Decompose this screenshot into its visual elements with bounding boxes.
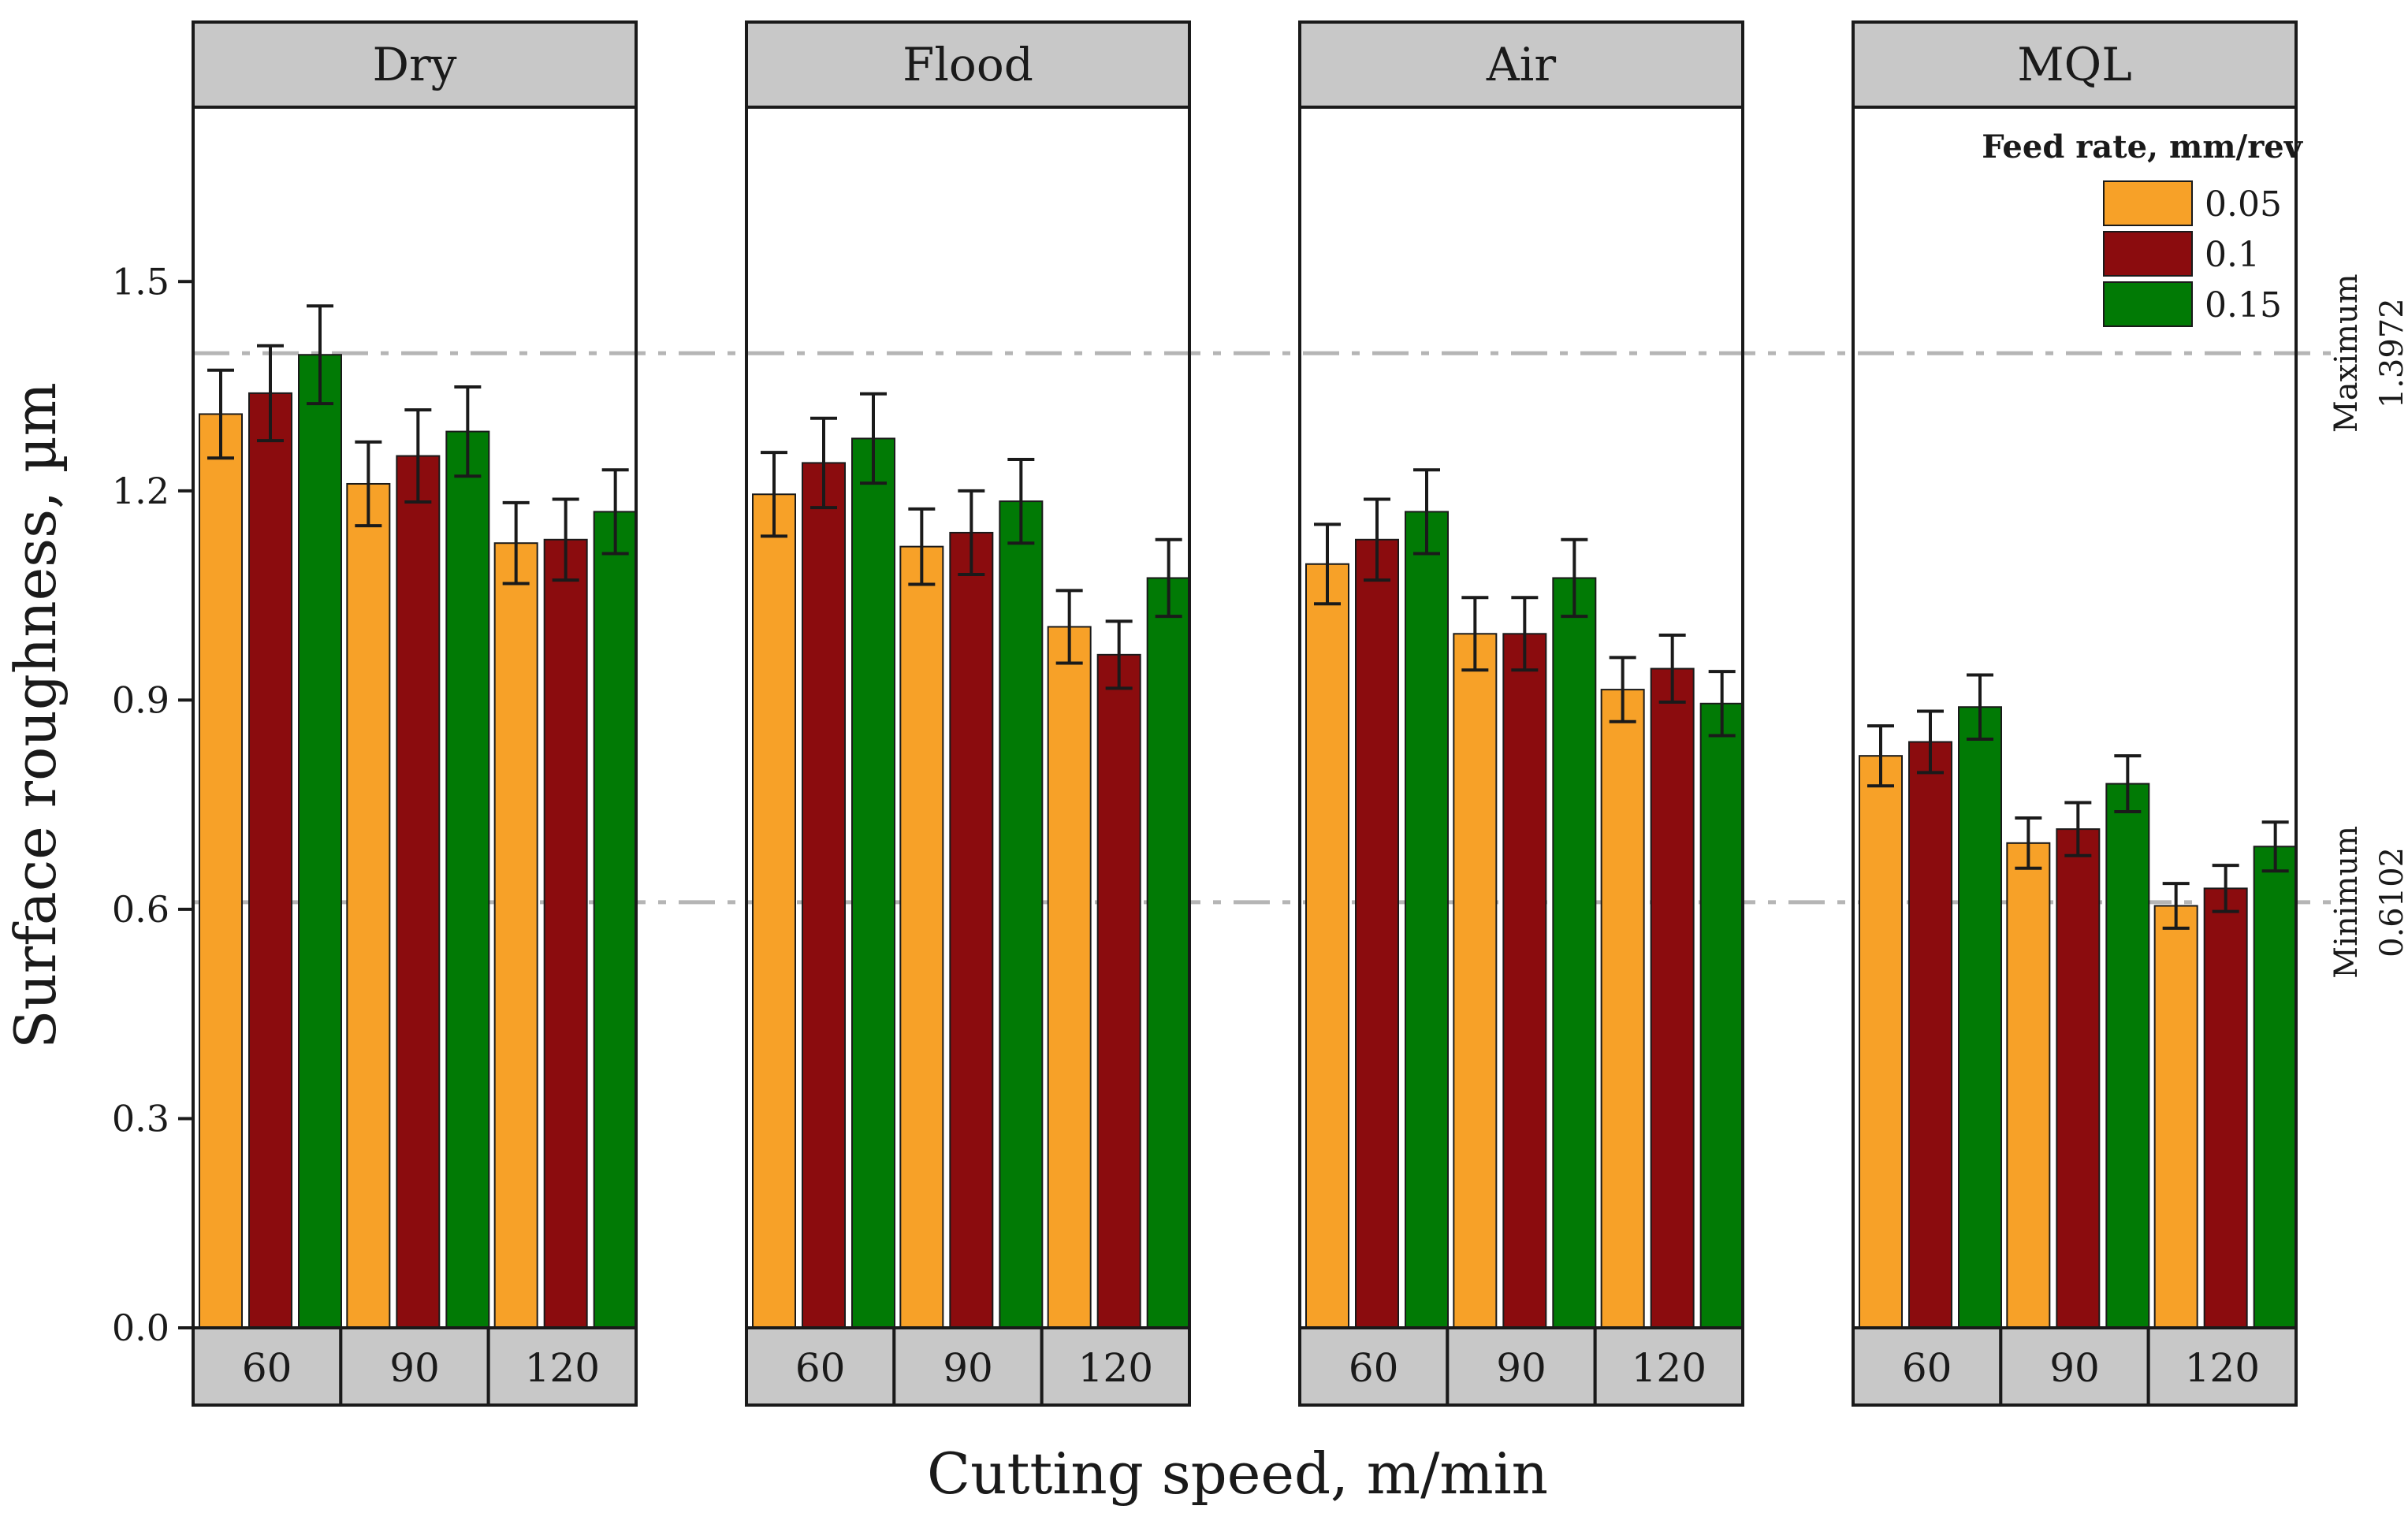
- category-label: 60: [795, 1345, 846, 1391]
- bar: [2105, 783, 2150, 1329]
- bar: [1699, 702, 1744, 1329]
- y-axis-title: Surface roughness, µm: [2, 382, 69, 1049]
- bar: [248, 392, 292, 1329]
- y-tick-label: 1.5: [112, 260, 169, 303]
- y-axis: 0.0 0.3 0.6 0.9 1.2 1.5: [112, 260, 193, 1349]
- bar: [445, 430, 490, 1329]
- bar: [2056, 828, 2101, 1329]
- legend-swatch: [2103, 281, 2193, 327]
- reference-line-value: 0.6102: [2374, 847, 2408, 957]
- y-tick-label: 0.0: [112, 1307, 169, 1349]
- reference-line-name: Maximum: [2328, 273, 2365, 433]
- reference-line-label: Minimum 0.6102: [2328, 826, 2408, 979]
- legend-swatch: [2103, 231, 2193, 277]
- facet-strip-label: Air: [1486, 38, 1556, 91]
- category-cell: [1593, 1326, 1744, 1407]
- bar: [1305, 563, 1349, 1329]
- facet-strip: [1852, 20, 2298, 109]
- bar: [1859, 755, 1903, 1329]
- category-label: 90: [389, 1345, 440, 1391]
- bar: [1096, 653, 1141, 1329]
- legend-title: Feed rate, mm/rev: [1982, 128, 2304, 165]
- bar: [298, 354, 342, 1329]
- facet-strip: [745, 20, 1191, 109]
- bar: [1453, 633, 1498, 1329]
- category-cell: [1040, 1326, 1191, 1407]
- facet-panels-layer: Dry 60 90 120 Flood 60 90 120 Air 60 90 120 MQL 60 90 1…: [192, 20, 2298, 1407]
- reference-line-name: Minimum: [2328, 826, 2365, 979]
- legend-label: 0.05: [2205, 184, 2282, 225]
- bar: [1146, 577, 1191, 1329]
- reference-line-label: Maximum 1.3972: [2328, 273, 2408, 433]
- category-label: 120: [1632, 1345, 1706, 1391]
- category-label: 60: [1902, 1345, 1952, 1391]
- bar: [1047, 626, 1092, 1329]
- bar: [199, 413, 243, 1329]
- bar: [2006, 842, 2051, 1329]
- panel-border: [745, 106, 1191, 1329]
- panel-border: [1852, 106, 2298, 1329]
- category-cell: [1446, 1326, 1597, 1407]
- facet-strip: [192, 20, 638, 109]
- bar: [1502, 633, 1547, 1329]
- bar: [1650, 667, 1695, 1329]
- y-tick-label: 1.2: [112, 470, 169, 512]
- facet-strip-label: MQL: [2017, 38, 2131, 91]
- bar: [1355, 538, 1399, 1329]
- bar: [949, 531, 994, 1329]
- bar: [1908, 741, 1952, 1329]
- bar: [2153, 905, 2198, 1329]
- bar: [1958, 706, 2002, 1329]
- bar: [2253, 846, 2298, 1329]
- category-label: 60: [1349, 1345, 1399, 1391]
- bar: [752, 493, 796, 1329]
- facet-panel: Dry 60 90 120: [192, 20, 638, 1407]
- bar: [593, 511, 638, 1329]
- bar: [802, 462, 846, 1329]
- bar: [899, 545, 944, 1329]
- legend-label: 0.15: [2205, 285, 2282, 325]
- bar: [1552, 577, 1597, 1329]
- category-cell: [486, 1326, 638, 1407]
- category-label: 120: [1078, 1345, 1153, 1391]
- x-axis-title: Cutting speed, m/min: [927, 1441, 1548, 1507]
- category-label: 90: [2049, 1345, 2100, 1391]
- category-label: 120: [2185, 1345, 2260, 1391]
- legend-label: 0.1: [2205, 235, 2260, 275]
- bar: [1600, 689, 1645, 1329]
- category-label: 60: [242, 1345, 292, 1391]
- bar: [493, 542, 538, 1329]
- category-label: 120: [525, 1345, 600, 1391]
- facet-panel: Flood 60 90 120: [745, 20, 1191, 1407]
- facet-strip-label: Flood: [903, 38, 1033, 91]
- category-cell: [2146, 1326, 2298, 1407]
- y-tick-label: 0.3: [112, 1097, 169, 1139]
- facet-panel: MQL 60 90 120: [1852, 20, 2298, 1407]
- bar: [543, 538, 588, 1329]
- bar: [346, 482, 391, 1329]
- reference-line-value: 1.3972: [2374, 298, 2408, 408]
- bar: [396, 455, 441, 1329]
- y-tick-label: 0.9: [112, 678, 169, 721]
- y-tick-label: 0.6: [112, 888, 169, 931]
- category-label: 90: [943, 1345, 993, 1391]
- panel-border: [1298, 106, 1744, 1329]
- reference-lines-layer: Maximum 1.3972 Minimum 0.6102: [193, 273, 2408, 979]
- category-cell: [1999, 1326, 2150, 1407]
- bar: [851, 437, 895, 1329]
- facet-panel: Air 60 90 120: [1298, 20, 1744, 1407]
- bar: [1405, 511, 1449, 1329]
- facet-strip-label: Dry: [373, 38, 457, 91]
- category-cell: [192, 1326, 343, 1407]
- legend-swatch: [2103, 180, 2193, 226]
- panel-border: [192, 106, 638, 1329]
- bar: [2203, 887, 2248, 1329]
- legend: Feed rate, mm/rev 0.05 0.1 0.15: [1982, 128, 2304, 327]
- bar: [999, 500, 1044, 1329]
- category-label: 90: [1496, 1345, 1546, 1391]
